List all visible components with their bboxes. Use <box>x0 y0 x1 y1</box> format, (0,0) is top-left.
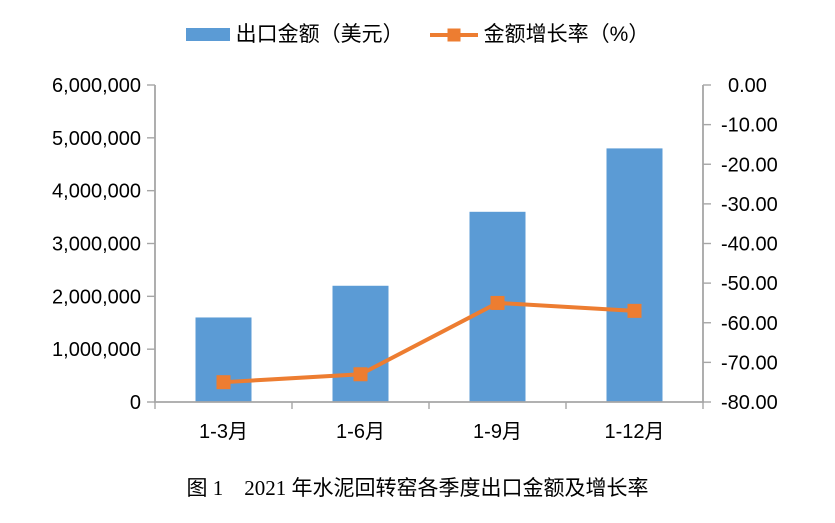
x-axis-category-label: 1-9月 <box>473 421 522 443</box>
growth-rate-marker <box>627 303 642 318</box>
growth-rate-marker <box>216 375 231 390</box>
line-series-swatch-icon <box>429 27 478 42</box>
figure-caption: 图 1 2021 年水泥回转窑各季度出口金额及增长率 <box>186 476 649 500</box>
bar-series-swatch-icon <box>185 28 230 41</box>
x-axis-category-label: 1-3月 <box>199 421 248 443</box>
x-axis-category-label: 1-12月 <box>604 421 664 443</box>
legend-item-growth-rate: 金额增长率（%） <box>429 23 650 46</box>
left-axis-tick-label: 6,000,000 <box>52 75 141 97</box>
growth-rate-marker <box>490 295 505 310</box>
export-amount-bar <box>332 285 389 402</box>
right-axis-tick-label: -20.00 <box>721 154 778 176</box>
growth-rate-marker <box>353 367 368 382</box>
legend-item-export-amount: 出口金额（美元） <box>185 23 404 46</box>
export-amount-bar <box>195 317 252 402</box>
legend-label-growth-rate: 金额增长率（%） <box>483 23 650 46</box>
left-axis-tick-label: 3,000,000 <box>52 234 141 256</box>
left-axis-tick-label: 1,000,000 <box>52 339 141 361</box>
chart-legend: 出口金额（美元） 金额增长率（%） <box>0 24 835 45</box>
bar-line-chart: 6,000,000 5,000,000 4,000,000 3,000,000 2,00… <box>52 75 778 443</box>
left-axis-tick-label: 0 <box>130 392 141 414</box>
left-axis-tick-label: 4,000,000 <box>52 181 141 203</box>
left-axis-tick-label: 2,000,000 <box>52 286 141 308</box>
right-axis-tick-label: -50.00 <box>721 273 778 295</box>
right-axis-tick-label: -10.00 <box>721 115 778 137</box>
export-amount-bar <box>606 148 663 402</box>
growth-rate-line <box>223 300 635 385</box>
right-axis-tick-label: -80.00 <box>721 392 778 414</box>
right-axis-tick-label: -40.00 <box>721 234 778 256</box>
legend-label-export-amount: 出口金额（美元） <box>235 23 404 46</box>
right-axis-tick-label: -30.00 <box>721 194 778 216</box>
right-axis-tick-label: -70.00 <box>721 352 778 374</box>
x-axis-category-label: 1-6月 <box>336 421 385 443</box>
left-axis-tick-label: 5,000,000 <box>52 128 141 150</box>
right-axis-tick-label: 0.00 <box>728 75 767 97</box>
right-axis-tick-label: -60.00 <box>721 313 778 335</box>
